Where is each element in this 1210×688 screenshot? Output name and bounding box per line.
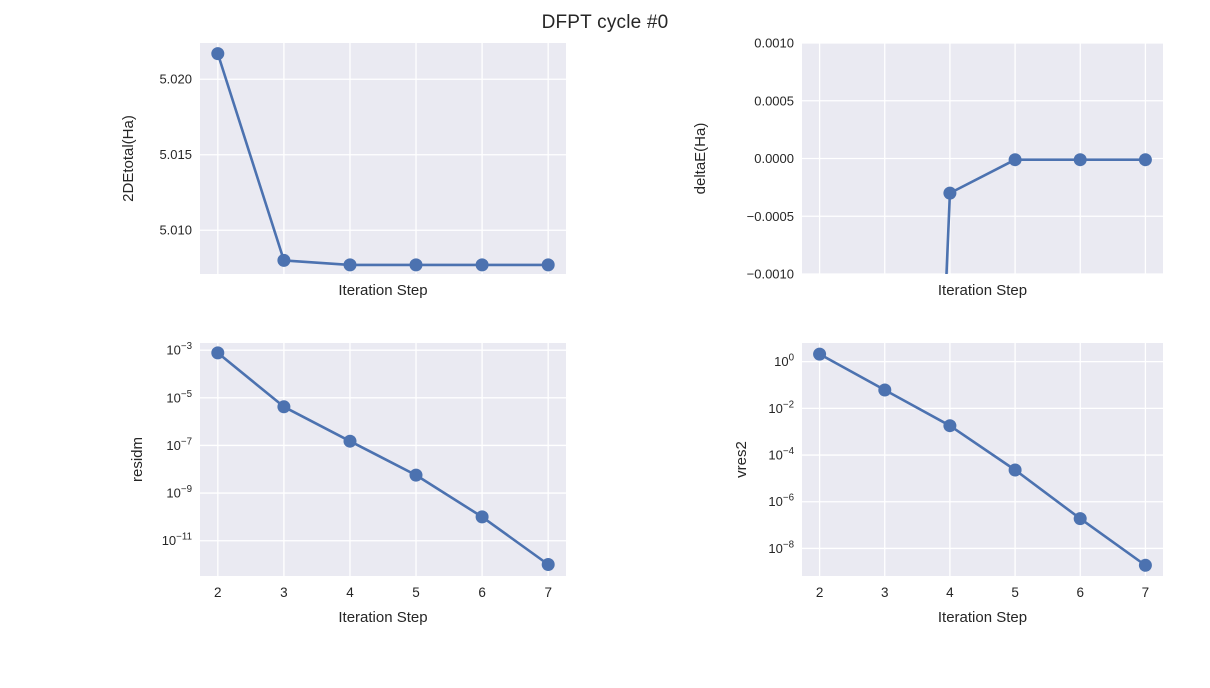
y-axis-label: residm [129,437,146,482]
data-point [211,47,225,61]
subplot-2DEtotal: 5.010 5.015 5.020 Iteration Step 2DEtotal(Ha… [120,43,566,299]
y-tick-label: 10−6 [768,493,794,510]
y-tick-label: 10−7 [166,436,192,453]
data-point [943,186,957,200]
data-markers [943,153,1152,200]
data-markers [211,47,555,272]
data-line [216,351,550,566]
data-point [343,258,357,272]
x-tick-label: 3 [280,585,288,600]
subplot-deltaE: −0.0010 −0.0005 0.0000 0.0005 0.0010 Iteratio… [692,36,1163,299]
data-point [409,258,423,272]
subplot-residm: 10−3 10−5 10−7 10−9 10−11 2 3 4 5 6 7 Iteration Ste… [129,341,566,626]
y-tick-label: 10−5 [166,389,192,406]
data-point [1008,463,1022,477]
x-tick-label: 4 [346,585,354,600]
x-tick-label: 7 [1142,585,1150,600]
data-point [211,346,225,360]
y-tick-label: 10−8 [768,539,794,556]
x-axis-label: Iteration Step [938,609,1027,626]
x-axis-label: Iteration Step [338,609,427,626]
x-tick-label: 3 [881,585,889,600]
data-point [813,347,827,361]
data-point [277,400,291,414]
data-point [878,383,892,397]
y-tick-label: 10−9 [166,484,192,501]
x-tick-label: 7 [544,585,552,600]
y-axis-label: 2DEtotal(Ha) [120,115,137,202]
y-tick-label: 10−4 [768,446,794,463]
y-axis-label: vres2 [733,441,750,478]
data-point [1008,153,1022,167]
y-tick-label: −0.0010 [747,267,794,282]
plot-area [200,43,566,274]
x-axis-label: Iteration Step [338,282,427,299]
y-tick-label: 5.020 [159,72,192,87]
data-point [409,468,423,482]
y-tick-label: 5.015 [159,147,192,162]
data-point [475,510,489,524]
data-point [943,419,957,433]
figure-title: DFPT cycle #0 [541,12,669,33]
data-point [1138,558,1152,572]
y-tick-label: 100 [774,353,794,370]
y-tick-label: 10−2 [768,399,794,416]
y-tick-label: 10−3 [166,341,192,358]
x-tick-label: 5 [1011,585,1019,600]
y-tick-label: 0.0000 [754,151,794,166]
x-axis-label: Iteration Step [938,282,1027,299]
subplot-vres2: 100 10−2 10−4 10−6 10−8 2 3 4 5 6 7 Iteration Step v… [733,343,1163,626]
data-point [1073,512,1087,526]
x-tick-label: 6 [478,585,486,600]
y-tick-label: −0.0005 [747,209,794,224]
plot-area [802,343,1163,576]
y-tick-label: 10−11 [162,532,192,549]
data-markers [813,347,1152,572]
data-markers [211,346,555,571]
y-tick-label: 0.0010 [754,36,794,51]
y-tick-label: 0.0005 [754,93,794,108]
data-line [818,352,1147,567]
y-axis-label: deltaE(Ha) [692,123,709,195]
data-point [343,434,357,448]
data-point [1138,153,1152,167]
data-point [277,253,291,267]
data-point [541,258,555,272]
x-tick-label: 2 [214,585,222,600]
x-tick-label: 4 [946,585,954,600]
data-point [1073,153,1087,167]
y-tick-label: 5.010 [159,223,192,238]
x-tick-label: 2 [816,585,824,600]
data-line [216,52,550,267]
x-tick-label: 6 [1076,585,1084,600]
data-point [475,258,489,272]
data-point [541,558,555,571]
x-tick-label: 5 [412,585,420,600]
